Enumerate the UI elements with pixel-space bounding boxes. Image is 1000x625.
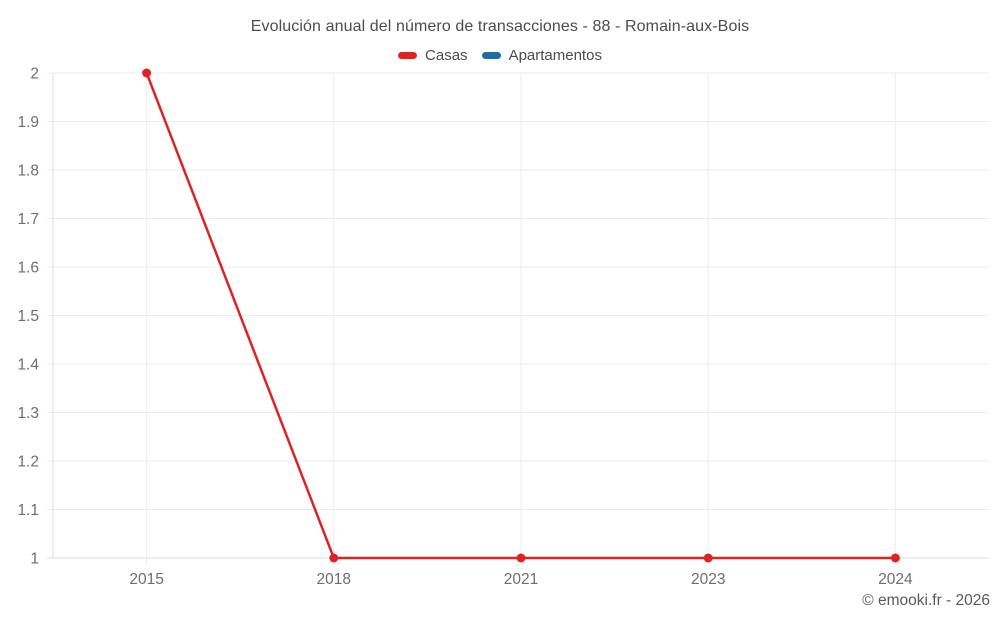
x-tick-label: 2023	[691, 571, 725, 588]
credit-text: © emooki.fr - 2026	[862, 592, 990, 609]
y-tick-label: 1.5	[17, 308, 39, 325]
legend: Casas Apartamentos	[0, 47, 1000, 64]
legend-label-apartamentos: Apartamentos	[508, 47, 602, 64]
x-tick-label: 2015	[129, 571, 163, 588]
y-tick-label: 1.9	[17, 114, 39, 131]
y-tick-label: 1.7	[17, 211, 39, 228]
data-point-casas-2021[interactable]	[516, 553, 526, 563]
legend-item-casas[interactable]: Casas	[398, 47, 468, 64]
y-tick-label: 1.4	[17, 357, 39, 374]
x-tick-label: 2024	[878, 571, 913, 588]
data-point-casas-2015[interactable]	[142, 68, 152, 78]
legend-swatch-casas-icon	[398, 52, 418, 59]
legend-label-casas: Casas	[425, 47, 468, 64]
y-tick-label: 1.8	[17, 163, 39, 180]
x-tick-label: 2018	[317, 571, 351, 588]
y-tick-label: 2	[30, 66, 39, 83]
y-tick-label: 1.3	[17, 405, 39, 422]
x-tick-label: 2021	[504, 571, 538, 588]
legend-item-apartamentos[interactable]: Apartamentos	[481, 47, 602, 64]
y-tick-label: 1.1	[17, 502, 39, 519]
y-tick-label: 1.6	[17, 260, 39, 277]
y-tick-label: 1.2	[17, 454, 39, 471]
data-point-casas-2023[interactable]	[703, 553, 713, 563]
data-point-casas-2024[interactable]	[890, 553, 900, 563]
data-point-casas-2018[interactable]	[329, 553, 339, 563]
y-tick-label: 1	[30, 551, 39, 568]
chart-title: Evolución anual del número de transaccio…	[250, 18, 750, 35]
legend-swatch-apartamentos-icon	[481, 52, 501, 59]
